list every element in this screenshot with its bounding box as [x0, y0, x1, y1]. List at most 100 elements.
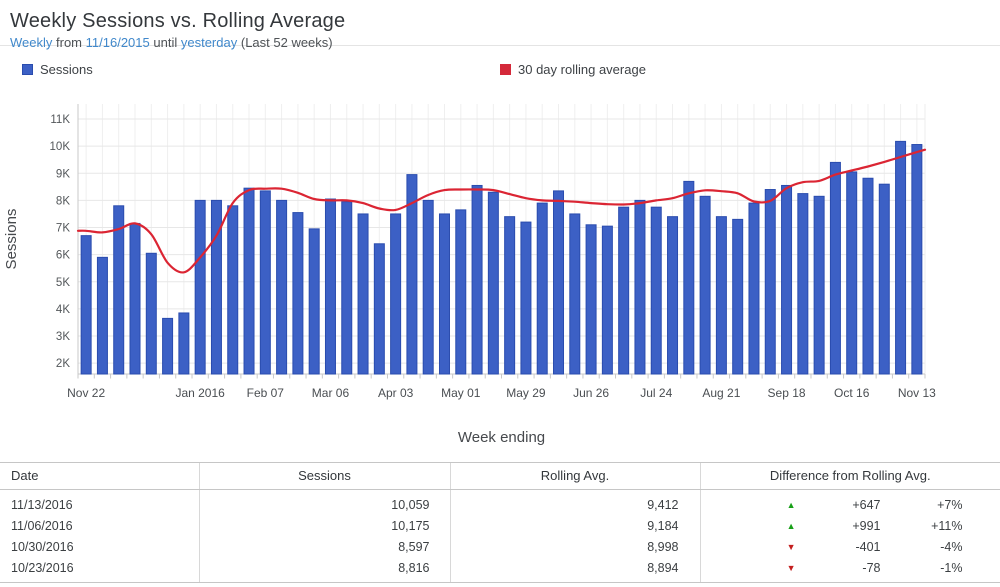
- bar[interactable]: [683, 180, 695, 375]
- difference-cell: ▲ +991 +11%: [699, 515, 1000, 536]
- bar[interactable]: [585, 224, 597, 375]
- bar[interactable]: [781, 184, 793, 375]
- end-date-link[interactable]: yesterday: [180, 35, 238, 50]
- diff-percent: -1%: [940, 560, 963, 575]
- bar[interactable]: [113, 205, 125, 375]
- bar[interactable]: [536, 202, 548, 375]
- bar[interactable]: [911, 144, 923, 375]
- bar[interactable]: [178, 312, 190, 375]
- bar[interactable]: [862, 177, 874, 375]
- diff-value: -78: [862, 560, 881, 575]
- difference-cell: ▼ -78 -1%: [699, 557, 1000, 583]
- rolling-avg-cell: 9,184: [449, 515, 700, 536]
- bar[interactable]: [797, 193, 809, 375]
- bar[interactable]: [96, 256, 108, 375]
- legend-item-sessions[interactable]: Sessions: [22, 62, 93, 77]
- x-tick-label: Nov 13: [898, 386, 936, 400]
- bar[interactable]: [650, 206, 662, 375]
- rolling-avg-cell: 8,998: [449, 536, 700, 557]
- down-arrow-icon: ▼: [786, 541, 796, 552]
- bar[interactable]: [878, 183, 890, 375]
- weekly-stats-table: Date Sessions Rolling Avg. Difference fr…: [0, 462, 1000, 583]
- bar[interactable]: [487, 191, 499, 375]
- bar[interactable]: [210, 199, 222, 375]
- bar[interactable]: [667, 216, 679, 375]
- bar[interactable]: [748, 202, 760, 375]
- bar[interactable]: [390, 213, 402, 375]
- x-tick-label: Jul 24: [640, 386, 672, 400]
- y-tick-label: 11K: [50, 114, 70, 126]
- sessions-swatch-icon: [22, 64, 33, 75]
- legend-sessions-label: Sessions: [40, 62, 93, 77]
- col-header-sessions: Sessions: [198, 462, 450, 490]
- x-tick-label: Nov 22: [67, 386, 105, 400]
- diff-percent: -4%: [940, 539, 963, 554]
- y-tick-label: 3K: [56, 331, 70, 343]
- bar[interactable]: [292, 212, 304, 375]
- x-tick-label: May 29: [506, 386, 546, 400]
- y-tick-label: 8K: [56, 195, 70, 207]
- col-header-date: Date: [0, 462, 199, 490]
- sessions-cell: 8,816: [198, 557, 450, 583]
- bar[interactable]: [259, 190, 271, 375]
- bar[interactable]: [569, 213, 581, 375]
- from-word: from: [56, 35, 83, 50]
- bar[interactable]: [520, 221, 532, 375]
- bar[interactable]: [276, 199, 288, 375]
- sessions-cell: 10,175: [198, 515, 450, 536]
- bar[interactable]: [422, 199, 434, 375]
- bar[interactable]: [504, 216, 516, 375]
- x-tick-label: Aug 21: [702, 386, 740, 400]
- bar[interactable]: [145, 252, 157, 375]
- table-row: 10/23/2016 8,816 8,894 ▼ -78 -1%: [0, 557, 1000, 583]
- bar[interactable]: [829, 161, 841, 375]
- x-tick-label: Mar 06: [312, 386, 350, 400]
- bar[interactable]: [618, 206, 630, 375]
- bar[interactable]: [357, 213, 369, 375]
- bar[interactable]: [438, 213, 450, 375]
- chart-legend: Sessions 30 day rolling average: [0, 46, 1000, 90]
- y-tick-label: 9K: [56, 168, 70, 180]
- frequency-link[interactable]: Weekly: [10, 35, 53, 50]
- table-header-row: Date Sessions Rolling Avg. Difference fr…: [0, 462, 1000, 490]
- col-header-rolling-avg: Rolling Avg.: [449, 462, 700, 490]
- bar[interactable]: [341, 201, 353, 375]
- bar[interactable]: [813, 195, 825, 375]
- legend-item-rolling-average[interactable]: 30 day rolling average: [500, 62, 646, 77]
- diff-value: -401: [855, 539, 881, 554]
- bar[interactable]: [129, 222, 141, 375]
- until-word: until: [153, 35, 178, 50]
- bar[interactable]: [308, 228, 320, 375]
- bar[interactable]: [227, 205, 239, 375]
- y-tick-label: 10K: [50, 141, 71, 153]
- up-arrow-icon: ▲: [786, 520, 796, 531]
- bar[interactable]: [601, 225, 613, 375]
- bar[interactable]: [471, 184, 483, 375]
- bar[interactable]: [243, 187, 255, 375]
- x-tick-label: Oct 16: [834, 386, 870, 400]
- bar[interactable]: [553, 190, 565, 375]
- bar[interactable]: [324, 198, 336, 375]
- rolling-average-swatch-icon: [500, 64, 511, 75]
- bar[interactable]: [846, 171, 858, 375]
- bar[interactable]: [699, 195, 711, 375]
- bar[interactable]: [715, 216, 727, 375]
- bar[interactable]: [80, 235, 92, 375]
- sessions-bar-chart: 2K 3K 4K 5K 6K 7K 8K 9K 10K 11K Nov 22 Jan 2016 Feb …: [3, 104, 936, 446]
- bar[interactable]: [194, 199, 206, 375]
- bar[interactable]: [732, 218, 744, 375]
- bar[interactable]: [764, 189, 776, 375]
- rolling-average-line[interactable]: [76, 148, 927, 274]
- bar[interactable]: [373, 243, 385, 375]
- y-tick-label: 6K: [56, 250, 70, 262]
- bar[interactable]: [455, 209, 467, 375]
- table-row: 11/13/2016 10,059 9,412 ▲ +647 +7%: [0, 489, 1000, 515]
- date-range-subtitle: Weekly from 11/16/2015 until yesterday (…: [10, 35, 1000, 50]
- bar[interactable]: [895, 140, 907, 375]
- chart-header: Weekly Sessions vs. Rolling Average Week…: [0, 0, 1000, 50]
- start-date-link[interactable]: 11/16/2015: [85, 35, 150, 50]
- bar[interactable]: [634, 199, 646, 375]
- bar[interactable]: [406, 174, 418, 375]
- bar[interactable]: [162, 317, 174, 375]
- difference-cell: ▼ -401 -4%: [699, 536, 1000, 557]
